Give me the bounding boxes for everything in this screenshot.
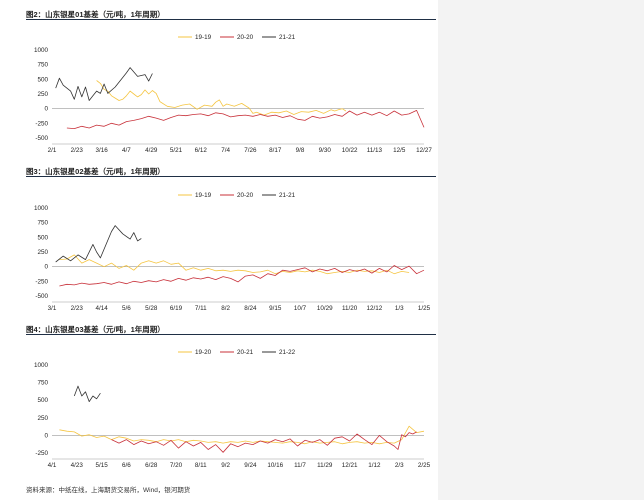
x-tick-label: 5/21: [170, 147, 183, 154]
chart2-title-rule: [26, 176, 436, 177]
x-tick-label: 4/14: [95, 305, 108, 312]
x-tick-label: 8/11: [195, 462, 207, 469]
x-tick-label: 5/6: [122, 305, 131, 312]
x-tick-label: 11/20: [342, 305, 358, 312]
x-tick-label: 8/17: [269, 147, 282, 154]
chart3-title: 图4：山东银星03基差（元/吨，1年周期）: [26, 325, 165, 334]
y-tick-label: 0: [44, 432, 48, 439]
x-tick-label: 5/15: [95, 462, 108, 469]
x-tick-label: 1/12: [368, 462, 381, 469]
y-tick-label: 500: [37, 234, 48, 241]
series-line-19-19: [96, 80, 347, 116]
y-tick-label: 1000: [34, 47, 49, 54]
legend-label: 19-19: [195, 34, 212, 41]
x-tick-label: 11/7: [294, 462, 306, 469]
series-line-21-21: [55, 225, 142, 263]
x-tick-label: 12/21: [342, 462, 358, 469]
x-tick-label: 5/28: [145, 305, 158, 312]
x-tick-label: 11/29: [317, 462, 333, 469]
x-tick-label: 12/5: [393, 147, 406, 154]
x-tick-label: 9/2: [221, 462, 230, 469]
chart2-title: 图3：山东银星02基差（元/吨，1年周期）: [26, 167, 165, 176]
legend-label: 19-19: [195, 192, 212, 199]
x-tick-label: 10/29: [317, 305, 333, 312]
y-tick-label: 0: [44, 106, 48, 113]
y-tick-label: -250: [35, 278, 48, 285]
x-tick-label: 8/24: [244, 305, 257, 312]
x-tick-label: 1/3: [395, 305, 404, 312]
chart1-title: 图2：山东银星01基差（元/吨，1年周期）: [26, 10, 165, 19]
legend-label: 19-20: [195, 349, 212, 356]
x-tick-label: 9/24: [244, 462, 257, 469]
y-tick-label: 250: [37, 415, 48, 422]
x-tick-label: 3/1: [48, 305, 57, 312]
series-line-19-19: [59, 254, 410, 275]
x-tick-label: 10/7: [294, 305, 307, 312]
y-tick-label: 1000: [34, 205, 49, 212]
y-tick-label: 250: [37, 249, 48, 256]
y-tick-label: 750: [37, 380, 48, 387]
x-tick-label: 6/6: [122, 462, 131, 469]
x-tick-label: 7/20: [170, 462, 183, 469]
x-tick-label: 10/16: [267, 462, 283, 469]
legend-label: 20-21: [237, 349, 254, 356]
series-line-20-20: [59, 265, 425, 287]
legend-label: 21-22: [279, 349, 296, 356]
x-tick-label: 4/23: [71, 462, 84, 469]
x-tick-label: 9/15: [269, 305, 282, 312]
x-tick-label: 7/4: [221, 147, 230, 154]
x-tick-label: 7/26: [244, 147, 257, 154]
y-tick-label: 500: [37, 76, 48, 83]
series-line-21-22: [73, 385, 101, 402]
chart3-title-rule: [26, 334, 436, 335]
x-tick-label: 2/23: [71, 305, 84, 312]
x-tick-label: 12/27: [416, 147, 432, 154]
x-tick-label: 2/25: [418, 462, 431, 469]
y-tick-label: 1000: [34, 362, 49, 369]
x-tick-label: 2/23: [71, 147, 84, 154]
legend-label: 20-20: [237, 34, 254, 41]
x-tick-label: 9/8: [296, 147, 305, 154]
y-tick-label: -500: [35, 135, 48, 142]
series-line-19-20: [59, 425, 425, 445]
y-tick-label: 0: [44, 264, 48, 271]
y-tick-label: -250: [35, 450, 48, 457]
x-tick-label: 4/29: [145, 147, 158, 154]
series-line-20-21: [111, 431, 417, 453]
x-tick-label: 11/13: [367, 147, 383, 154]
x-tick-label: 10/22: [342, 147, 358, 154]
source-note: 资料来源：中纸在线，上海期货交易所，Wind，银河期货: [26, 487, 191, 494]
y-tick-label: 250: [37, 91, 48, 98]
x-tick-label: 6/12: [195, 147, 208, 154]
y-tick-label: -250: [35, 120, 48, 127]
x-tick-label: 6/28: [145, 462, 158, 469]
x-tick-label: 2/3: [395, 462, 404, 469]
legend-label: 21-21: [279, 34, 296, 41]
x-tick-label: 4/1: [48, 462, 57, 469]
x-tick-label: 9/30: [319, 147, 332, 154]
y-tick-label: 500: [37, 397, 48, 404]
x-tick-label: 2/1: [48, 147, 57, 154]
x-tick-label: 12/12: [367, 305, 383, 312]
series-line-20-20: [66, 110, 425, 129]
chart1-title-rule: [26, 19, 436, 20]
y-tick-label: 750: [37, 220, 48, 227]
x-tick-label: 3/16: [95, 147, 108, 154]
x-tick-label: 1/25: [418, 305, 431, 312]
y-tick-label: -500: [35, 293, 48, 300]
x-tick-label: 6/19: [170, 305, 183, 312]
series-line-21-21: [55, 67, 153, 101]
x-tick-label: 8/2: [221, 305, 230, 312]
report-page: 图2：山东银星01基差（元/吨，1年周期） 1000 750 500 250 0 -250…: [0, 0, 438, 500]
legend-label: 20-20: [237, 192, 254, 199]
y-tick-label: 750: [37, 62, 48, 69]
legend-label: 21-21: [279, 192, 296, 199]
x-tick-label: 7/11: [195, 305, 207, 312]
x-tick-label: 4/7: [122, 147, 131, 154]
